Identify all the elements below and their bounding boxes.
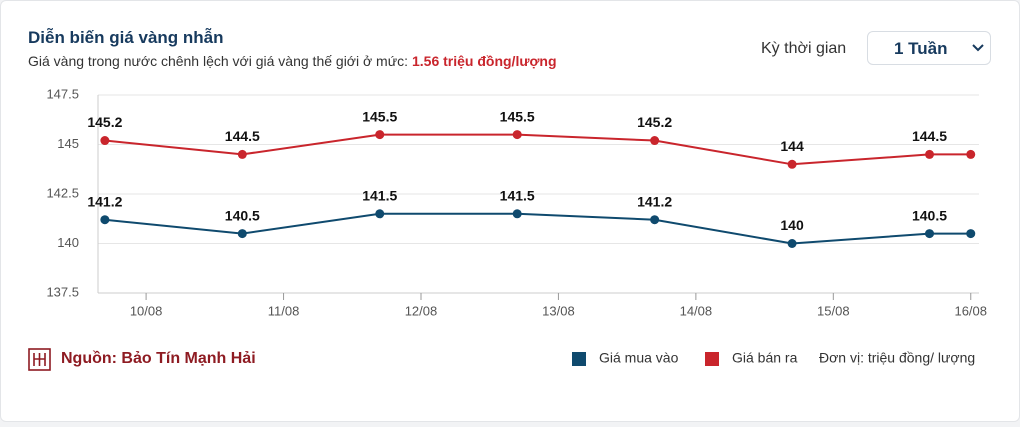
point [375,130,385,140]
series-line [104,133,971,166]
value-label: 145.2 [637,114,672,130]
legend-swatch [572,352,586,366]
x-tick-label: 13/08 [542,303,575,318]
value-label: 141.5 [500,188,535,204]
legend-swatch [705,352,719,366]
value-label: 144.5 [225,128,260,144]
point [512,130,522,140]
x-tick-label: 15/08 [817,303,850,318]
point [375,209,385,219]
value-label: 140.5 [912,207,947,223]
subtitle-text: Giá vàng trong nước chênh lệch với giá v… [28,53,408,69]
y-tick-label: 142.5 [46,185,79,200]
y-tick-label: 145 [57,136,79,151]
point [650,215,660,225]
y-tick-label: 137.5 [46,284,79,299]
legend-label: Giá bán ra [732,350,798,366]
point [237,229,247,239]
point [925,229,935,239]
point [237,149,247,159]
subtitle: Giá vàng trong nước chênh lệch với giá v… [28,53,557,69]
point [787,239,797,248]
period-label: Kỳ thời gian [761,40,847,57]
point [787,159,797,169]
series-line [104,212,971,245]
value-label: 140.5 [225,207,260,223]
value-label: 144.5 [912,128,947,144]
x-tick-label: 12/08 [405,303,438,318]
point [100,215,110,225]
value-label: 141.2 [637,193,672,209]
y-tick-label: 140 [57,235,79,250]
logo [28,348,51,371]
x-tick-label: 10/08 [130,303,163,318]
point [966,229,976,239]
x-tick-label: 11/08 [268,303,300,318]
period-select[interactable]: 1 Tuần [867,31,991,65]
x-tick-label: 14/08 [680,303,713,318]
chevron [972,44,984,52]
value-label: 141.5 [362,188,397,204]
title: Diễn biến giá vàng nhẫn [28,28,224,47]
y-tick-label: 147.5 [46,86,79,101]
period-value: 1 Tuần [894,39,948,58]
point [966,149,976,159]
point [650,136,660,146]
point [512,209,522,219]
value-label: 140 [780,217,804,233]
legend-label: Giá mua vào [599,350,679,366]
point [925,149,935,159]
value-label: 144 [780,138,804,154]
unit: Đơn vị: triệu đồng/ lượng [819,350,975,366]
value-label: 145.5 [362,108,397,124]
subtitle-highlight: 1.56 triệu đồng/lượng [411,53,557,69]
source: Nguồn: Bảo Tín Mạnh Hải [61,350,256,367]
point [100,136,110,146]
value-label: 145.5 [500,108,535,124]
x-tick-label: 16/08 [954,303,987,318]
value-label: 141.2 [87,193,122,209]
value-label: 145.2 [87,114,122,130]
